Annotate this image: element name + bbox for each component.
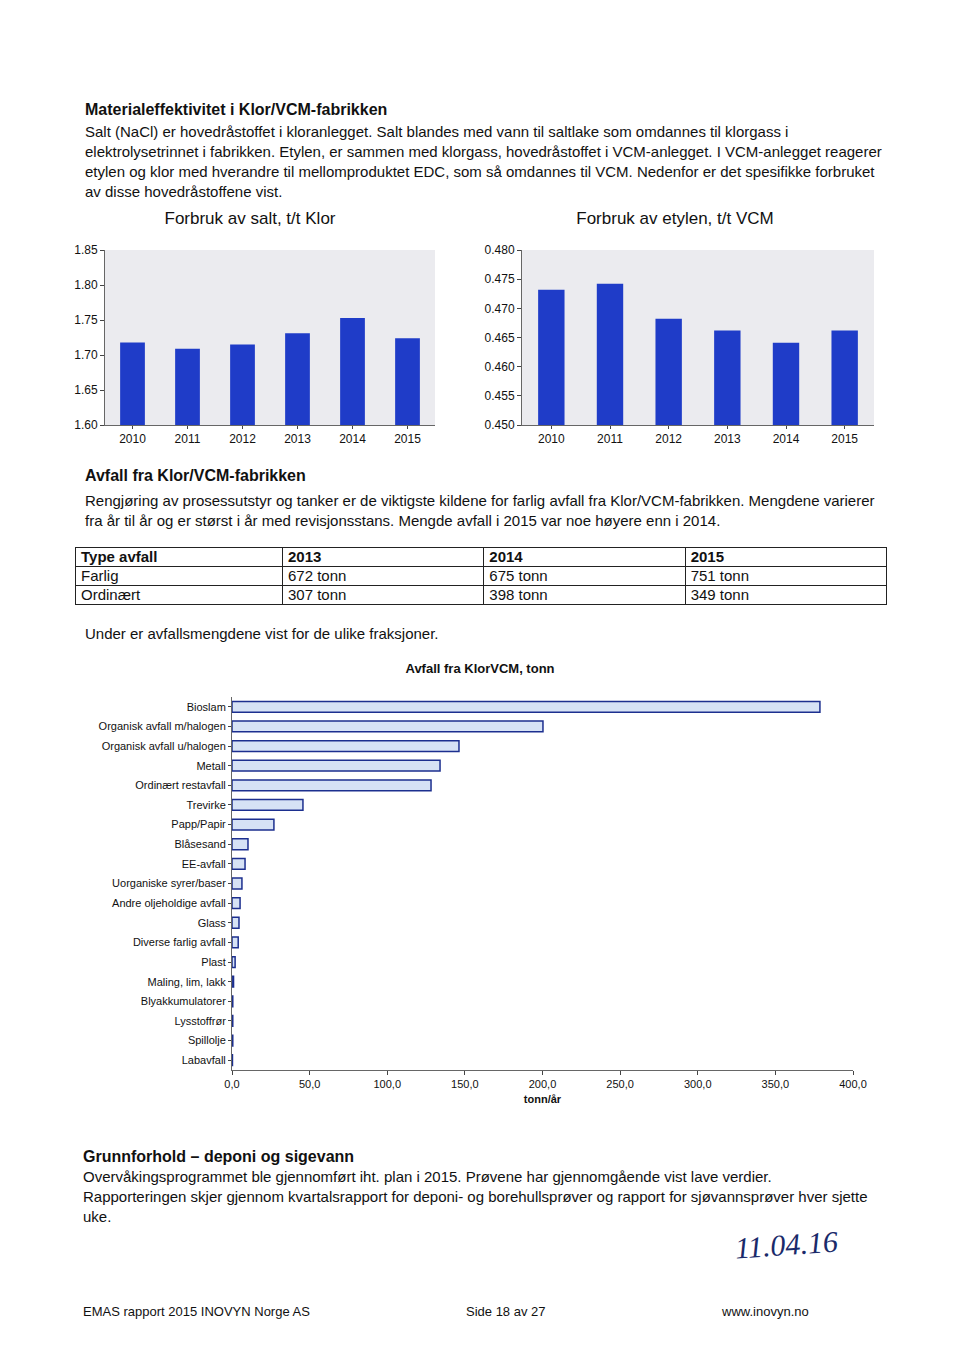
html-text:672 tonn: 672 tonn <box>288 567 347 584</box>
svg-text:1.60: 1.60 <box>74 418 98 432</box>
html-text:2014: 2014 <box>489 548 523 565</box>
html-text:Salt (NaCl) er hovedråstoffet: Salt (NaCl) er hovedråstoffet i kloranle… <box>85 123 882 200</box>
svg-text:Diverse farlig avfall: Diverse farlig avfall <box>133 936 226 948</box>
svg-text:250,0: 250,0 <box>606 1078 634 1090</box>
svg-text:2011: 2011 <box>175 432 201 446</box>
svg-text:2010: 2010 <box>538 432 565 446</box>
html-text:675 tonn: 675 tonn <box>489 567 548 584</box>
svg-text:0.465: 0.465 <box>485 331 515 345</box>
html-text:Side 18 av 27: Side 18 av 27 <box>466 1304 546 1319</box>
svg-text:Metall: Metall <box>196 760 225 772</box>
svg-text:0,0: 0,0 <box>224 1078 239 1090</box>
svg-text:400,0: 400,0 <box>839 1078 867 1090</box>
html-text:11.04.16: 11.04.16 <box>733 1224 839 1265</box>
svg-text:300,0: 300,0 <box>684 1078 712 1090</box>
html-text:Ordinært: Ordinært <box>81 586 141 603</box>
svg-text:1.70: 1.70 <box>74 348 98 362</box>
html-text:Materialeffektivitet i Klor/VC: Materialeffektivitet i Klor/VCM-fabrikke… <box>85 101 388 118</box>
svg-text:0.470: 0.470 <box>485 302 515 316</box>
html-text:Under er avfallsmengdene vist: Under er avfallsmengdene vist for de uli… <box>85 625 439 642</box>
html-text:2015: 2015 <box>690 548 724 565</box>
svg-text:0.450: 0.450 <box>485 418 515 432</box>
html-text:www.inovyn.no: www.inovyn.no <box>722 1304 809 1319</box>
html-text:2013: 2013 <box>288 548 322 565</box>
svg-text:Avfall fra KlorVCM, tonn: Avfall fra KlorVCM, tonn <box>405 661 554 676</box>
svg-text:Maling, lim, lakk: Maling, lim, lakk <box>148 976 227 988</box>
svg-text:Papp/Papir: Papp/Papir <box>171 818 226 830</box>
svg-text:Trevirke: Trevirke <box>186 799 225 811</box>
svg-text:2014: 2014 <box>773 432 800 446</box>
svg-text:100,0: 100,0 <box>373 1078 401 1090</box>
html-text:Type avfall: Type avfall <box>81 548 158 565</box>
svg-text:1.80: 1.80 <box>74 278 98 292</box>
svg-text:0.475: 0.475 <box>485 272 515 286</box>
svg-text:350,0: 350,0 <box>762 1078 790 1090</box>
svg-text:Spillolje: Spillolje <box>188 1034 226 1046</box>
svg-text:2011: 2011 <box>597 432 623 446</box>
svg-text:2015: 2015 <box>394 432 421 446</box>
svg-text:2012: 2012 <box>229 432 256 446</box>
svg-text:Blyakkumulatorer: Blyakkumulatorer <box>141 995 226 1007</box>
svg-text:150,0: 150,0 <box>451 1078 479 1090</box>
svg-text:Forbruk av salt, t/t Klor: Forbruk av salt, t/t Klor <box>165 209 336 228</box>
svg-text:Blåsesand: Blåsesand <box>174 838 225 850</box>
svg-text:Uorganiske syrer/baser: Uorganiske syrer/baser <box>112 877 226 889</box>
html-text:EMAS rapport 2015 INOVYN Norge: EMAS rapport 2015 INOVYN Norge AS <box>83 1304 310 1319</box>
svg-text:Andre oljeholdige avfall: Andre oljeholdige avfall <box>112 897 226 909</box>
html-text:Avfall fra Klor/VCM-fabrikken: Avfall fra Klor/VCM-fabrikken <box>85 467 306 484</box>
svg-text:Labavfall: Labavfall <box>182 1054 226 1066</box>
svg-text:Forbruk av etylen, t/t VCM: Forbruk av etylen, t/t VCM <box>576 209 773 228</box>
svg-text:Organisk avfall u/halogen: Organisk avfall u/halogen <box>102 740 226 752</box>
svg-text:2010: 2010 <box>119 432 146 446</box>
html-text:398 tonn: 398 tonn <box>489 586 548 603</box>
svg-text:Organisk avfall m/halogen: Organisk avfall m/halogen <box>99 720 226 732</box>
svg-text:tonn/år: tonn/år <box>524 1093 562 1105</box>
svg-text:Plast: Plast <box>201 956 225 968</box>
svg-text:2015: 2015 <box>831 432 858 446</box>
html-text:751 tonn: 751 tonn <box>690 567 749 584</box>
svg-text:1.85: 1.85 <box>74 243 98 257</box>
svg-text:2013: 2013 <box>284 432 311 446</box>
svg-text:Bioslam: Bioslam <box>187 701 226 713</box>
svg-text:Lysstoffrør: Lysstoffrør <box>174 1015 226 1027</box>
svg-text:2014: 2014 <box>339 432 366 446</box>
svg-text:0.460: 0.460 <box>485 360 515 374</box>
html-text:349 tonn: 349 tonn <box>690 586 749 603</box>
html-text:Grunnforhold – deponi og sigev: Grunnforhold – deponi og sigevann <box>83 1148 355 1165</box>
svg-text:50,0: 50,0 <box>299 1078 320 1090</box>
svg-text:1.75: 1.75 <box>74 313 98 327</box>
svg-text:Ordinært restavfall: Ordinært restavfall <box>135 779 225 791</box>
html-text:Farlig: Farlig <box>81 567 119 584</box>
html-text:307 tonn: 307 tonn <box>288 586 347 603</box>
svg-text:Glass: Glass <box>198 917 227 929</box>
svg-text:0.480: 0.480 <box>485 243 515 257</box>
html-text:Overvåkingsprogrammet ble gjen: Overvåkingsprogrammet ble gjennomført ih… <box>83 1168 868 1225</box>
svg-text:EE-avfall: EE-avfall <box>182 858 226 870</box>
svg-text:1.65: 1.65 <box>74 383 98 397</box>
html-text:Rengjøring av prosessutstyr og: Rengjøring av prosessutstyr og tanker er… <box>85 492 875 529</box>
svg-text:2013: 2013 <box>714 432 741 446</box>
svg-text:2012: 2012 <box>655 432 682 446</box>
svg-text:200,0: 200,0 <box>529 1078 557 1090</box>
svg-text:0.455: 0.455 <box>485 389 515 403</box>
